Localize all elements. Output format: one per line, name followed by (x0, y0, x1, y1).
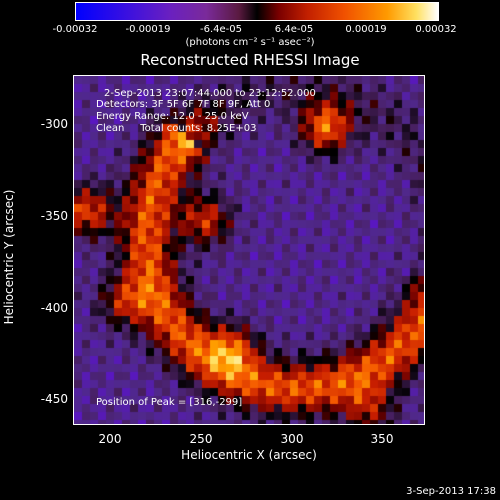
colorbar (75, 2, 439, 21)
detectors-info: Detectors: 3F 5F 6F 7F 8F 9F, Att 0 (96, 99, 271, 110)
plot-area: 2-Sep-2013 23:07:44.000 to 23:12:52.000 … (73, 75, 425, 425)
x-tick-label: 250 (189, 432, 213, 446)
colorbar-units: (photons cm⁻² s⁻¹ asec⁻²) (185, 37, 315, 48)
x-tick-label: 300 (280, 432, 304, 446)
time-range: 2-Sep-2013 23:07:44.000 to 23:12:52.000 (104, 88, 316, 99)
heatmap-image (74, 76, 424, 424)
x-tick-label: 350 (370, 432, 394, 446)
y-tick-label: -300 (40, 117, 68, 131)
y-tick-label: -400 (40, 301, 68, 315)
chart-title: Reconstructed RHESSI Image (140, 51, 360, 69)
colorbar-tick: -6.4e-05 (200, 24, 242, 35)
y-tick-label: -350 (40, 209, 68, 223)
colorbar-tick: 0.00019 (345, 24, 387, 35)
peak-position: Position of Peak = [316,-299] (96, 397, 243, 408)
colorbar-tick: 0.00032 (415, 24, 457, 35)
colorbar-tick: -0.00032 (52, 24, 98, 35)
energy-range: Energy Range: 12.0 - 25.0 keV (96, 111, 249, 122)
x-tick-label: 200 (98, 432, 122, 446)
clean-counts: Clean Total counts: 8.25E+03 (96, 123, 257, 134)
timestamp: 3-Sep-2013 17:38 (406, 486, 496, 497)
y-tick-label: -450 (40, 392, 68, 406)
colorbar-tick: -0.00019 (125, 24, 171, 35)
colorbar-tick: 6.4e-05 (274, 24, 314, 35)
x-axis-label: Heliocentric X (arcsec) (181, 448, 317, 462)
y-axis-label: Heliocentric Y (arcsec) (2, 189, 16, 325)
